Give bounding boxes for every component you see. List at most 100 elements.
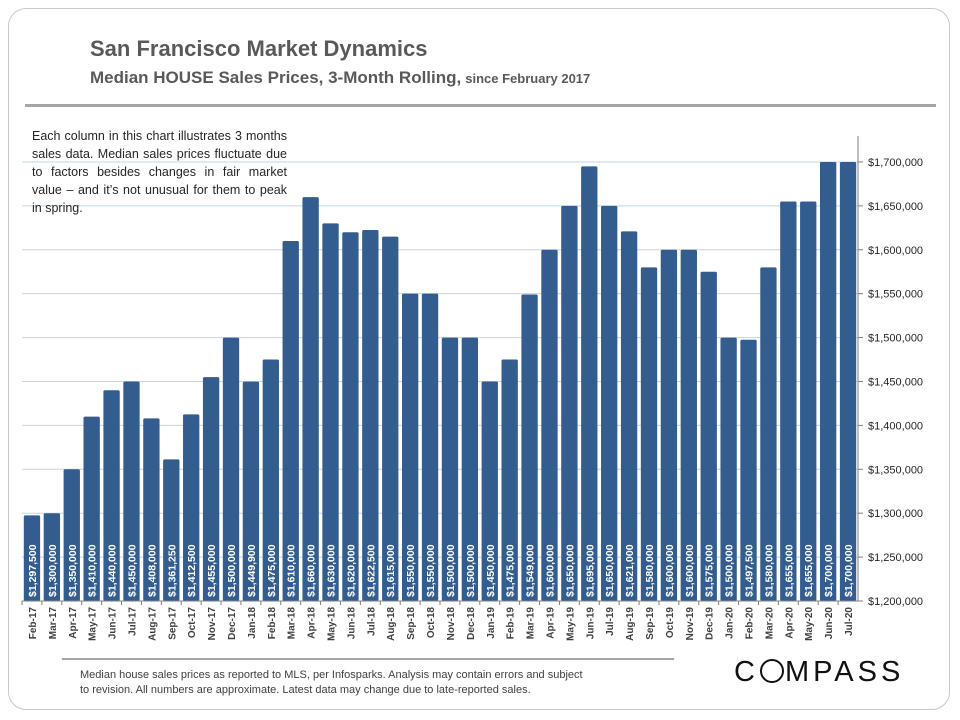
x-tick-label: Apr-18 xyxy=(307,607,318,639)
subtitle-since: since February 2017 xyxy=(465,71,591,86)
data-label: $1,350,000 xyxy=(67,544,79,597)
bar xyxy=(620,231,638,601)
bar xyxy=(561,205,578,601)
bar xyxy=(103,390,120,601)
x-tick-label: Apr-17 xyxy=(68,607,79,639)
data-label: $1,475,000 xyxy=(505,544,517,597)
x-tick-label: Apr-20 xyxy=(784,607,795,639)
data-label: $1,610,000 xyxy=(286,544,298,597)
bar xyxy=(163,459,180,601)
footnote-line-1: Median house sales prices as reported to… xyxy=(80,669,583,681)
subtitle-main: Median HOUSE Sales Prices, 3-Month Rolli… xyxy=(90,68,462,87)
data-label: $1,440,000 xyxy=(107,544,119,597)
data-label: $1,455,000 xyxy=(206,544,218,597)
bar xyxy=(23,515,41,601)
bar xyxy=(202,377,220,601)
data-label: $1,700,000 xyxy=(823,544,835,597)
y-tick-label: $1,700,000 xyxy=(868,157,923,169)
data-label: $1,300,000 xyxy=(47,544,59,597)
bar xyxy=(640,267,658,601)
axes: $1,200,000 $1,250,000 $1,300,000 $1,350,000… xyxy=(21,136,923,641)
bar xyxy=(521,294,538,601)
data-label: $1,600,000 xyxy=(684,544,696,597)
x-tick-label: Jan-18 xyxy=(247,607,258,639)
data-label: $1,621,000 xyxy=(624,544,636,597)
bar xyxy=(83,416,100,601)
x-tick-label: Dec-17 xyxy=(227,607,238,640)
x-tick-label: Oct-17 xyxy=(187,607,198,639)
x-tick-label: Jul-18 xyxy=(366,607,377,636)
bar xyxy=(242,381,260,601)
bar xyxy=(362,230,379,601)
bar xyxy=(282,240,299,601)
bar xyxy=(262,359,279,601)
data-label: $1,580,000 xyxy=(644,544,656,597)
data-label: $1,695,000 xyxy=(584,544,596,597)
bar xyxy=(601,205,618,601)
bar xyxy=(123,381,140,601)
data-label: $1,361,250 xyxy=(166,544,178,597)
bar xyxy=(302,197,319,602)
x-tick-label: Aug-19 xyxy=(625,607,636,641)
bar xyxy=(143,418,160,601)
gridlines xyxy=(22,161,858,558)
x-tick-label: Feb-17 xyxy=(28,607,39,640)
bar xyxy=(382,236,399,602)
data-label: $1,620,000 xyxy=(345,544,357,597)
y-tick-label: $1,400,000 xyxy=(868,420,923,432)
data-label: $1,550,000 xyxy=(425,544,437,597)
data-label: $1,500,000 xyxy=(445,544,457,597)
x-tick-label: Jun-20 xyxy=(824,607,835,640)
bar xyxy=(43,513,61,601)
bars: $1,297,500 $1,300,000 $1,350,000 $1,410,000… xyxy=(23,161,857,602)
x-tick-label: Sep-18 xyxy=(406,607,417,640)
y-tick-label: $1,350,000 xyxy=(868,464,923,476)
bar xyxy=(342,232,359,601)
bar xyxy=(740,339,757,601)
data-label: $1,550,000 xyxy=(405,544,417,597)
x-tick-label: Nov-19 xyxy=(685,607,696,641)
x-tick-label: Mar-19 xyxy=(526,607,537,640)
bar xyxy=(660,249,678,601)
bar xyxy=(541,249,558,601)
x-tick-label: Jul-19 xyxy=(605,607,616,636)
x-tick-label: Sep-19 xyxy=(645,607,656,640)
x-tick-label: Feb-20 xyxy=(745,607,756,640)
y-tick-label: $1,450,000 xyxy=(868,376,923,388)
x-tick-label: Jan-20 xyxy=(725,607,736,639)
bar xyxy=(700,271,717,601)
data-label: $1,660,000 xyxy=(306,544,318,597)
bar xyxy=(441,337,459,601)
x-tick-label: May-20 xyxy=(804,607,815,641)
data-label: $1,700,000 xyxy=(843,544,855,597)
footnote-line-2: to revision. All numbers are approximate… xyxy=(80,684,531,696)
bar xyxy=(760,267,777,601)
bar xyxy=(680,249,697,601)
x-tick-label: Jun-18 xyxy=(346,607,357,640)
bar xyxy=(581,166,598,602)
data-label: $1,500,000 xyxy=(724,544,736,597)
logo-circle-icon xyxy=(759,659,784,683)
y-tick-label: $1,300,000 xyxy=(868,508,923,520)
x-tick-label: Jun-17 xyxy=(108,607,119,640)
x-tick-label: Feb-19 xyxy=(506,607,517,640)
bar xyxy=(461,337,479,601)
y-tick-label: $1,500,000 xyxy=(868,333,923,345)
footnote: Median house sales prices as reported to… xyxy=(80,668,680,698)
data-label: $1,580,000 xyxy=(763,544,775,597)
logo-text-post: MPASS xyxy=(784,656,905,688)
logo-text-pre: C xyxy=(734,656,759,688)
x-tick-label: Dec-18 xyxy=(466,607,477,640)
x-tick-label: Mar-18 xyxy=(287,607,298,640)
data-label: $1,410,000 xyxy=(87,544,99,597)
bar xyxy=(780,201,797,601)
chart-annotation: Each column in this chart illustrates 3 … xyxy=(32,129,287,215)
x-tick-label: Jan-19 xyxy=(486,607,497,639)
data-label: $1,450,000 xyxy=(485,544,497,597)
bar xyxy=(720,337,737,601)
x-tick-label: Dec-19 xyxy=(705,607,716,640)
bar xyxy=(63,469,80,601)
page-subtitle: Median HOUSE Sales Prices, 3-Month Rolli… xyxy=(90,68,590,88)
x-tick-label: Oct-18 xyxy=(426,607,437,639)
x-tick-label: May-19 xyxy=(565,607,576,641)
